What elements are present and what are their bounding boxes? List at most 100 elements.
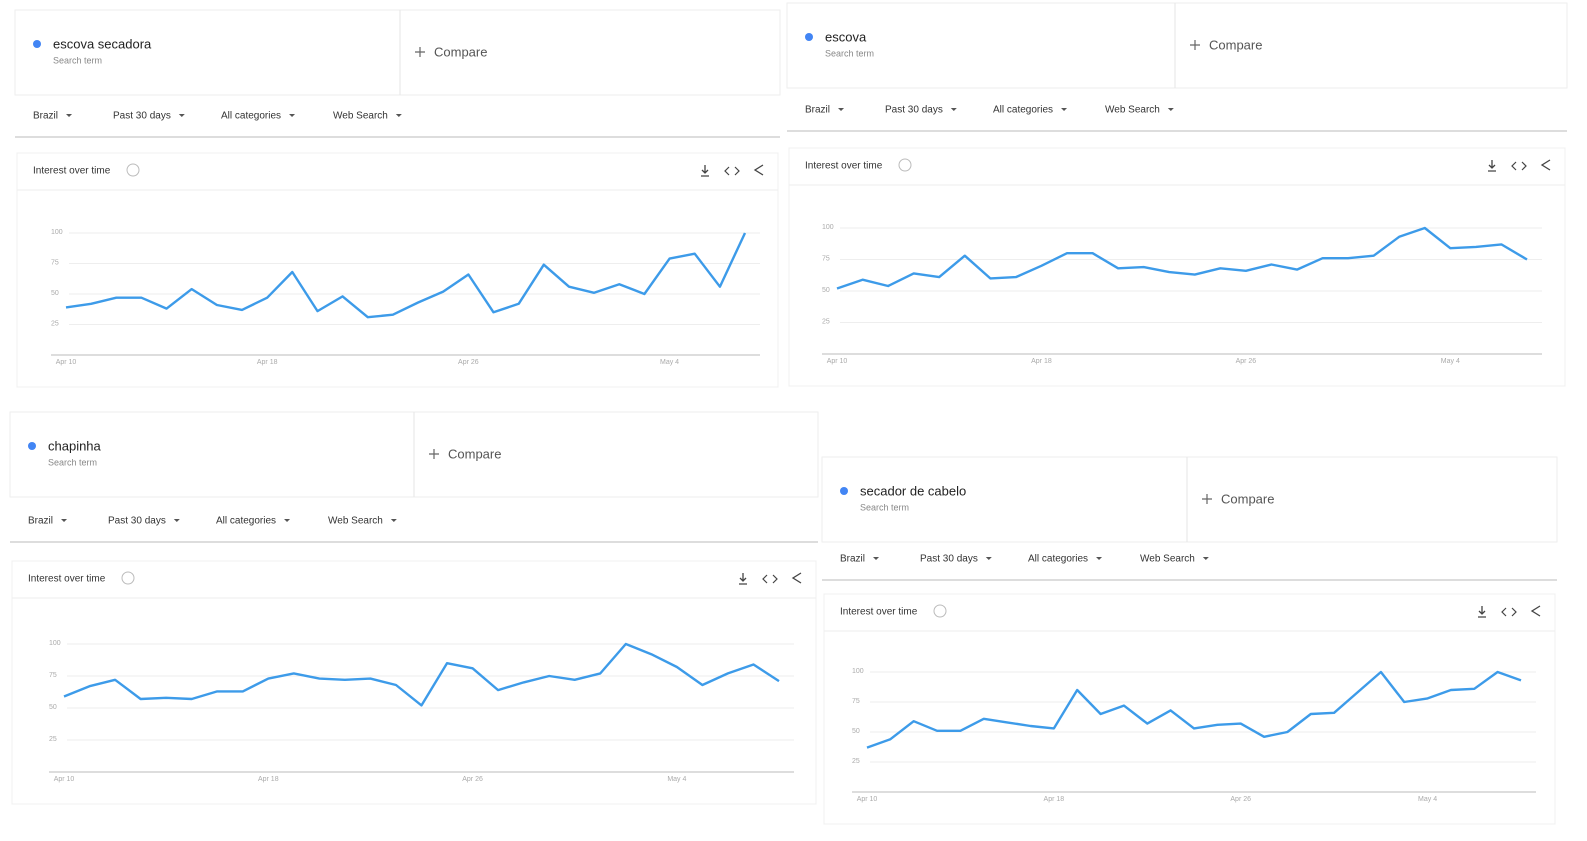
filter-dropdown[interactable]: All categories <box>221 111 281 122</box>
term-dot <box>840 487 848 495</box>
x-tick-label: Apr 10 <box>827 358 848 365</box>
x-tick-label: Apr 18 <box>257 359 278 366</box>
term-dot <box>805 33 813 41</box>
x-tick-label: May 4 <box>1418 796 1437 803</box>
dropdown-arrow <box>873 557 880 560</box>
embed-icon[interactable] <box>762 574 778 584</box>
filter-separator <box>822 579 1557 581</box>
filter-separator <box>15 136 780 138</box>
trends-panel: escova secadora Search term Compare Brazil P… <box>14 9 781 388</box>
embed-icon[interactable] <box>1501 607 1517 617</box>
trend-line <box>866 670 1522 749</box>
y-tick-label: 25 <box>852 758 860 765</box>
term-box <box>786 2 1568 89</box>
filter-dropdown[interactable]: Past 30 days <box>113 111 171 122</box>
filter-dropdown[interactable]: Brazil <box>28 516 53 527</box>
x-tick-label: Apr 10 <box>54 776 75 783</box>
chart-title: Interest over time <box>840 607 918 618</box>
plus-icon <box>429 449 439 459</box>
share-icon[interactable] <box>1530 605 1541 617</box>
filter-dropdown[interactable]: Past 30 days <box>108 516 166 527</box>
y-tick-label: 50 <box>822 287 830 294</box>
term-type: Search term <box>53 55 102 65</box>
trend-line <box>63 642 780 707</box>
x-tick-label: Apr 18 <box>1031 358 1052 365</box>
chart-title: Interest over time <box>805 161 883 172</box>
chart-title: Interest over time <box>28 574 106 585</box>
y-tick-label: 25 <box>51 320 59 327</box>
filter-dropdown[interactable]: All categories <box>216 516 276 527</box>
y-tick-label: 25 <box>49 736 57 743</box>
filter-dropdown[interactable]: All categories <box>1028 554 1088 565</box>
share-icon[interactable] <box>753 164 764 176</box>
filter-dropdown[interactable]: Web Search <box>1105 105 1160 116</box>
filter-dropdown[interactable]: Brazil <box>33 111 58 122</box>
chart-card <box>11 560 817 805</box>
x-tick-label: Apr 18 <box>258 776 279 783</box>
trend-line <box>836 226 1528 290</box>
filter-dropdown[interactable]: Web Search <box>333 111 388 122</box>
help-icon <box>933 604 947 618</box>
filter-dropdown[interactable]: Past 30 days <box>920 554 978 565</box>
term-type: Search term <box>48 457 97 467</box>
x-tick-label: Apr 26 <box>462 776 483 783</box>
term-dot <box>28 442 36 450</box>
y-tick-label: 75 <box>49 672 57 679</box>
dropdown-arrow <box>61 519 68 522</box>
dropdown-arrow <box>1061 108 1068 111</box>
search-term: chapinha <box>48 438 102 453</box>
dropdown-arrow <box>66 114 73 117</box>
compare-button[interactable]: Compare <box>448 446 501 461</box>
filter-dropdown[interactable]: Brazil <box>840 554 865 565</box>
filter-dropdown[interactable]: Brazil <box>805 105 830 116</box>
term-type: Search term <box>825 48 874 58</box>
y-tick-label: 75 <box>852 698 860 705</box>
dropdown-arrow <box>395 114 402 117</box>
compare-button[interactable]: Compare <box>1221 491 1274 506</box>
help-icon <box>121 571 135 585</box>
filter-separator <box>787 130 1567 132</box>
x-tick-label: May 4 <box>1441 358 1460 365</box>
dropdown-arrow <box>178 114 185 117</box>
term-box <box>821 456 1558 543</box>
dropdown-arrow <box>284 519 291 522</box>
download-icon[interactable] <box>1488 160 1496 172</box>
dropdown-arrow <box>1167 108 1174 111</box>
filter-dropdown[interactable]: All categories <box>993 105 1053 116</box>
trends-panel: escova Search term Compare Brazil Past 30 da… <box>786 2 1568 387</box>
search-term: escova <box>825 29 867 44</box>
plus-icon <box>415 47 425 57</box>
embed-icon[interactable] <box>1511 161 1527 171</box>
term-dot <box>33 40 41 48</box>
x-tick-label: Apr 10 <box>56 359 77 366</box>
filter-dropdown[interactable]: Web Search <box>1140 554 1195 565</box>
x-tick-label: Apr 26 <box>1230 796 1251 803</box>
filter-dropdown[interactable]: Past 30 days <box>885 105 943 116</box>
dropdown-arrow <box>289 114 296 117</box>
filter-dropdown[interactable]: Web Search <box>328 516 383 527</box>
share-icon[interactable] <box>791 572 802 584</box>
x-tick-label: May 4 <box>667 776 686 783</box>
x-tick-label: Apr 26 <box>458 359 479 366</box>
dropdown-arrow <box>173 519 180 522</box>
embed-icon[interactable] <box>724 166 740 176</box>
download-icon[interactable] <box>1478 606 1486 618</box>
download-icon[interactable] <box>739 573 747 585</box>
compare-button[interactable]: Compare <box>434 44 487 59</box>
y-tick-label: 25 <box>822 318 830 325</box>
search-term: escova secadora <box>53 36 152 51</box>
x-tick-label: May 4 <box>660 359 679 366</box>
chart-card <box>823 593 1556 825</box>
chart-card <box>16 152 779 388</box>
compare-button[interactable]: Compare <box>1209 37 1262 52</box>
help-icon <box>898 158 912 172</box>
download-icon[interactable] <box>701 165 709 177</box>
y-tick-label: 100 <box>49 640 61 647</box>
share-icon[interactable] <box>1540 159 1551 171</box>
chart-card <box>788 147 1566 387</box>
y-tick-label: 50 <box>852 728 860 735</box>
dropdown-arrow <box>950 108 957 111</box>
dropdown-arrow <box>1202 557 1209 560</box>
y-tick-label: 100 <box>51 229 63 236</box>
